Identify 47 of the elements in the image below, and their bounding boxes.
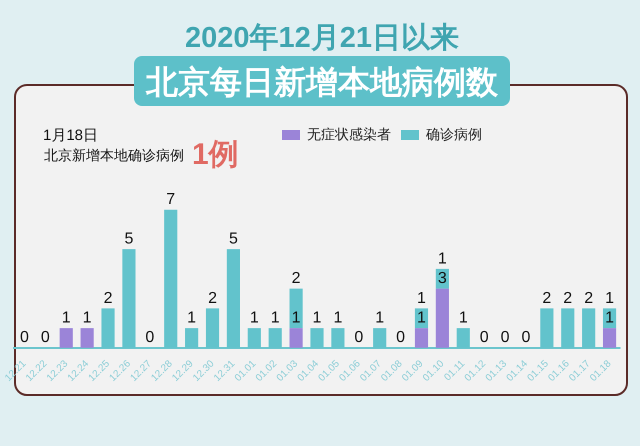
data-label: 0 <box>20 329 29 346</box>
data-label: 1 <box>292 310 301 326</box>
data-label: 2 <box>563 290 572 307</box>
data-label: 1 <box>417 310 426 326</box>
legend-label: 确诊病例 <box>425 126 482 142</box>
text: 1月18日 <box>43 127 98 144</box>
data-label: 1 <box>187 310 196 326</box>
data-label: 1 <box>62 310 71 326</box>
data-label: 1 <box>82 310 92 326</box>
data-label: 0 <box>145 329 154 346</box>
data-label: 1 <box>270 310 280 326</box>
bar <box>290 288 303 328</box>
data-label: 0 <box>396 329 406 346</box>
data-label: 2 <box>208 290 218 307</box>
data-label: 5 <box>228 230 238 248</box>
data-label: 1 <box>333 310 342 326</box>
legend-label: 无症状感染者 <box>307 126 391 142</box>
chart-subtitle: 北京每日新增本地病例数 <box>145 64 499 100</box>
data-label: 1 <box>375 310 384 326</box>
data-label: 0 <box>480 329 489 346</box>
data-label: 2 <box>104 290 113 307</box>
text: 北京新增本地确诊病例 <box>44 147 184 163</box>
data-label: 0 <box>354 329 364 346</box>
data-label: 3 <box>438 270 447 288</box>
data-label: 2 <box>542 290 552 307</box>
bar <box>290 328 303 348</box>
bar <box>602 328 616 348</box>
data-label: 2 <box>584 290 594 307</box>
text: 1例 <box>192 138 239 171</box>
data-label: 5 <box>124 230 134 248</box>
data-label: 2 <box>292 270 301 288</box>
bar <box>436 288 449 348</box>
data-label: 1 <box>438 250 447 268</box>
bar <box>414 328 428 348</box>
data-label: 0 <box>40 329 50 346</box>
data-label: 1 <box>605 310 614 326</box>
bar <box>60 328 73 348</box>
data-label: 7 <box>166 191 176 208</box>
chart-title: 2020年12月21日以来 <box>184 22 460 54</box>
data-label: 1 <box>458 310 468 326</box>
data-label: 0 <box>522 329 531 346</box>
data-label: 1 <box>605 290 614 307</box>
data-label: 0 <box>500 329 510 346</box>
bar <box>80 328 94 348</box>
data-label: 1 <box>417 290 426 307</box>
data-label: 1 <box>250 310 259 326</box>
data-label: 1 <box>312 310 322 326</box>
